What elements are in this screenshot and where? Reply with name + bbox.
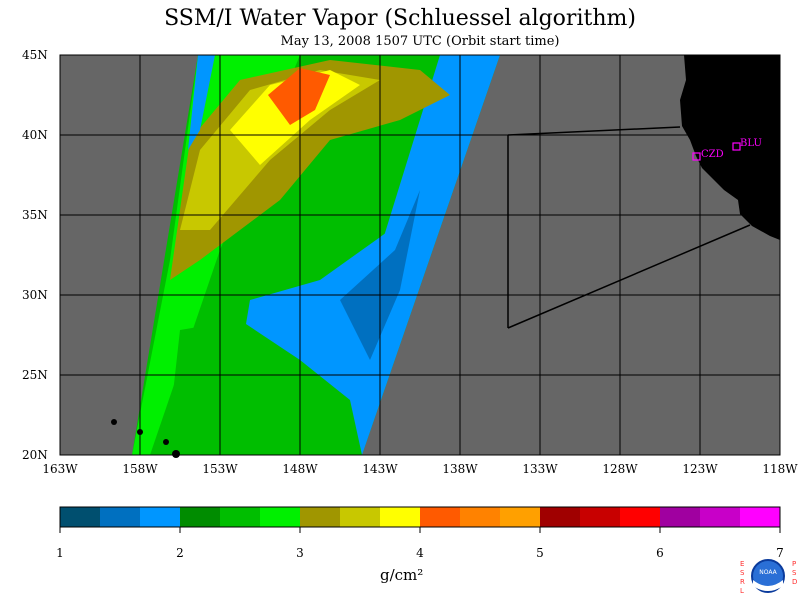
swath-band-west-edge: [188, 55, 215, 150]
hawaii-island: [111, 419, 117, 425]
longitude-labels: 163W 158W 153W 148W 143W 138W 133W 128W 123W 118W: [42, 462, 798, 476]
colorbar-swatch: [420, 507, 460, 527]
colorbar-tick-label: 5: [536, 546, 544, 560]
station-blu: BLU: [732, 138, 762, 151]
domain-box-north: [507, 126, 681, 136]
hawaii-island: [172, 450, 180, 458]
lat-lon-grid: [60, 55, 780, 455]
colorbar-swatch: [60, 507, 100, 527]
longitude-label: 133W: [522, 462, 558, 476]
longitude-label: 158W: [122, 462, 158, 476]
longitude-label: 148W: [282, 462, 318, 476]
latitude-label: 25N: [22, 368, 48, 382]
latitude-label: 30N: [22, 288, 48, 302]
latitude-label: 20N: [22, 448, 48, 462]
longitude-label: 128W: [602, 462, 638, 476]
latitude-labels: 45N 40N 35N 30N 25N 20N: [22, 48, 48, 462]
latitude-label: 35N: [22, 208, 48, 222]
colorbar-swatch: [620, 507, 660, 527]
longitude-label: 163W: [42, 462, 78, 476]
longitude-label: 138W: [442, 462, 478, 476]
station-label: BLU: [740, 138, 762, 149]
colorbar-swatch: [180, 507, 220, 527]
colorbar-swatch: [260, 507, 300, 527]
colorbar-swatch: [300, 507, 340, 527]
colorbar-tick-label: 4: [416, 546, 424, 560]
colorbar-swatch: [700, 507, 740, 527]
swath-band-orange: [268, 68, 330, 125]
colorbar-tick-label: 7: [776, 546, 784, 560]
map-title: SSM/I Water Vapor (Schluessel algorithm): [164, 6, 636, 31]
longitude-label: 153W: [202, 462, 238, 476]
swath-band-khaki: [180, 70, 380, 230]
colorbar-swatch: [100, 507, 140, 527]
colorbar-tick-label: 3: [296, 546, 304, 560]
longitude-label: 118W: [762, 462, 798, 476]
station-marker: [732, 142, 741, 151]
colorbar-swatch: [340, 507, 380, 527]
colorbar-swatch: [380, 507, 420, 527]
colorbar: [59, 506, 781, 528]
colorbar-tick-label: 6: [656, 546, 664, 560]
colorbar-tick-label: 2: [176, 546, 184, 560]
colorbar-swatch: [580, 507, 620, 527]
colorbar-swatch: [660, 507, 700, 527]
colorbar-swatch: [500, 507, 540, 527]
latitude-label: 45N: [22, 48, 48, 62]
colorbar-swatch: [740, 507, 780, 527]
noaa-emblem-wave: [753, 580, 783, 591]
swath-band-south: [170, 320, 362, 455]
colorbar-swatch: [220, 507, 260, 527]
station-czd: CZD: [692, 149, 724, 161]
domain-box-south: [507, 224, 751, 329]
colorbar-tick-labels: 1 2 3 4 5 6 7: [56, 527, 784, 560]
colorbar-units: g/cm²: [380, 566, 424, 584]
latitude-label: 40N: [22, 128, 48, 142]
noaa-text: NOAA: [759, 569, 777, 576]
longitude-label: 123W: [682, 462, 718, 476]
hawaii-island: [163, 439, 169, 445]
longitude-label: 143W: [362, 462, 398, 476]
swath-band-dry-core: [240, 120, 455, 400]
station-label: CZD: [701, 149, 724, 160]
station-marker: [692, 152, 701, 161]
map-subtitle: May 13, 2008 1507 UTC (Orbit start time): [280, 34, 560, 49]
colorbar-tick-label: 1: [56, 546, 64, 560]
map-border: [59, 54, 781, 456]
colorbar-swatch: [140, 507, 180, 527]
noaa-emblem: [751, 559, 785, 593]
colorbar-swatch: [460, 507, 500, 527]
colorbar-swatch: [540, 507, 580, 527]
north-america-land: [680, 55, 780, 240]
